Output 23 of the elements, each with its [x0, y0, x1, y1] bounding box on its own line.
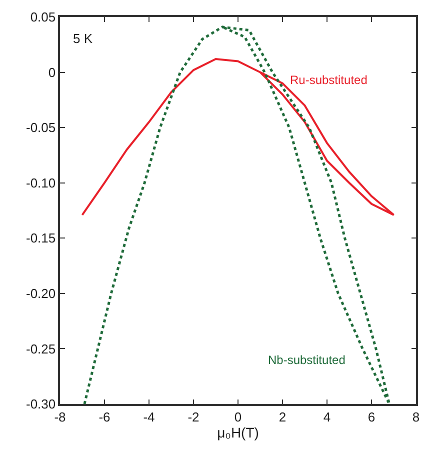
x-tick-label: 0: [234, 409, 242, 424]
y-tick-label: -0.25: [26, 341, 56, 356]
annotation: 5 K: [73, 31, 93, 46]
line-series: [83, 26, 391, 404]
x-tick-label: -2: [188, 409, 200, 424]
y-tick-label: 0.05: [30, 10, 56, 25]
y-tick-label: -0.10: [26, 175, 56, 190]
line-series: [81, 58, 395, 216]
x-tick-label: 4: [323, 409, 331, 424]
x-tick-label: -4: [143, 409, 155, 424]
series-label: Ru-substituted: [290, 73, 368, 87]
x-axis-title: μ₀H(T): [217, 424, 259, 440]
x-tick-label: 8: [412, 409, 420, 424]
x-tick-label: 2: [278, 409, 286, 424]
y-tick-label: -0.15: [26, 230, 56, 246]
y-tick-label: 0: [48, 64, 56, 80]
x-tick-label: -8: [54, 409, 66, 424]
x-tick-label: -6: [98, 409, 110, 424]
x-tick-label: 6: [368, 409, 376, 424]
series-label: Nb-substituted: [268, 353, 346, 367]
y-tick-label: -0.20: [26, 286, 56, 301]
y-tick-label: -0.05: [26, 120, 56, 136]
y-tick-label: -0.30: [26, 396, 56, 412]
